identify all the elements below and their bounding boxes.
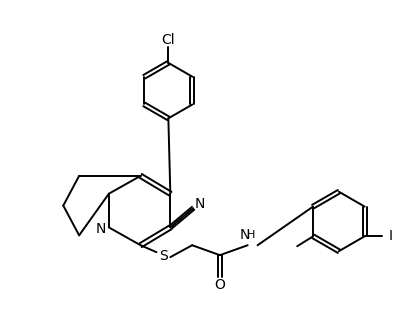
Text: N: N (239, 228, 250, 242)
Text: N: N (195, 197, 205, 211)
Text: O: O (214, 278, 225, 292)
Text: I: I (388, 229, 392, 243)
Text: H: H (246, 230, 255, 240)
Text: N: N (96, 222, 106, 236)
Text: Cl: Cl (161, 33, 175, 47)
Text: S: S (159, 249, 168, 263)
